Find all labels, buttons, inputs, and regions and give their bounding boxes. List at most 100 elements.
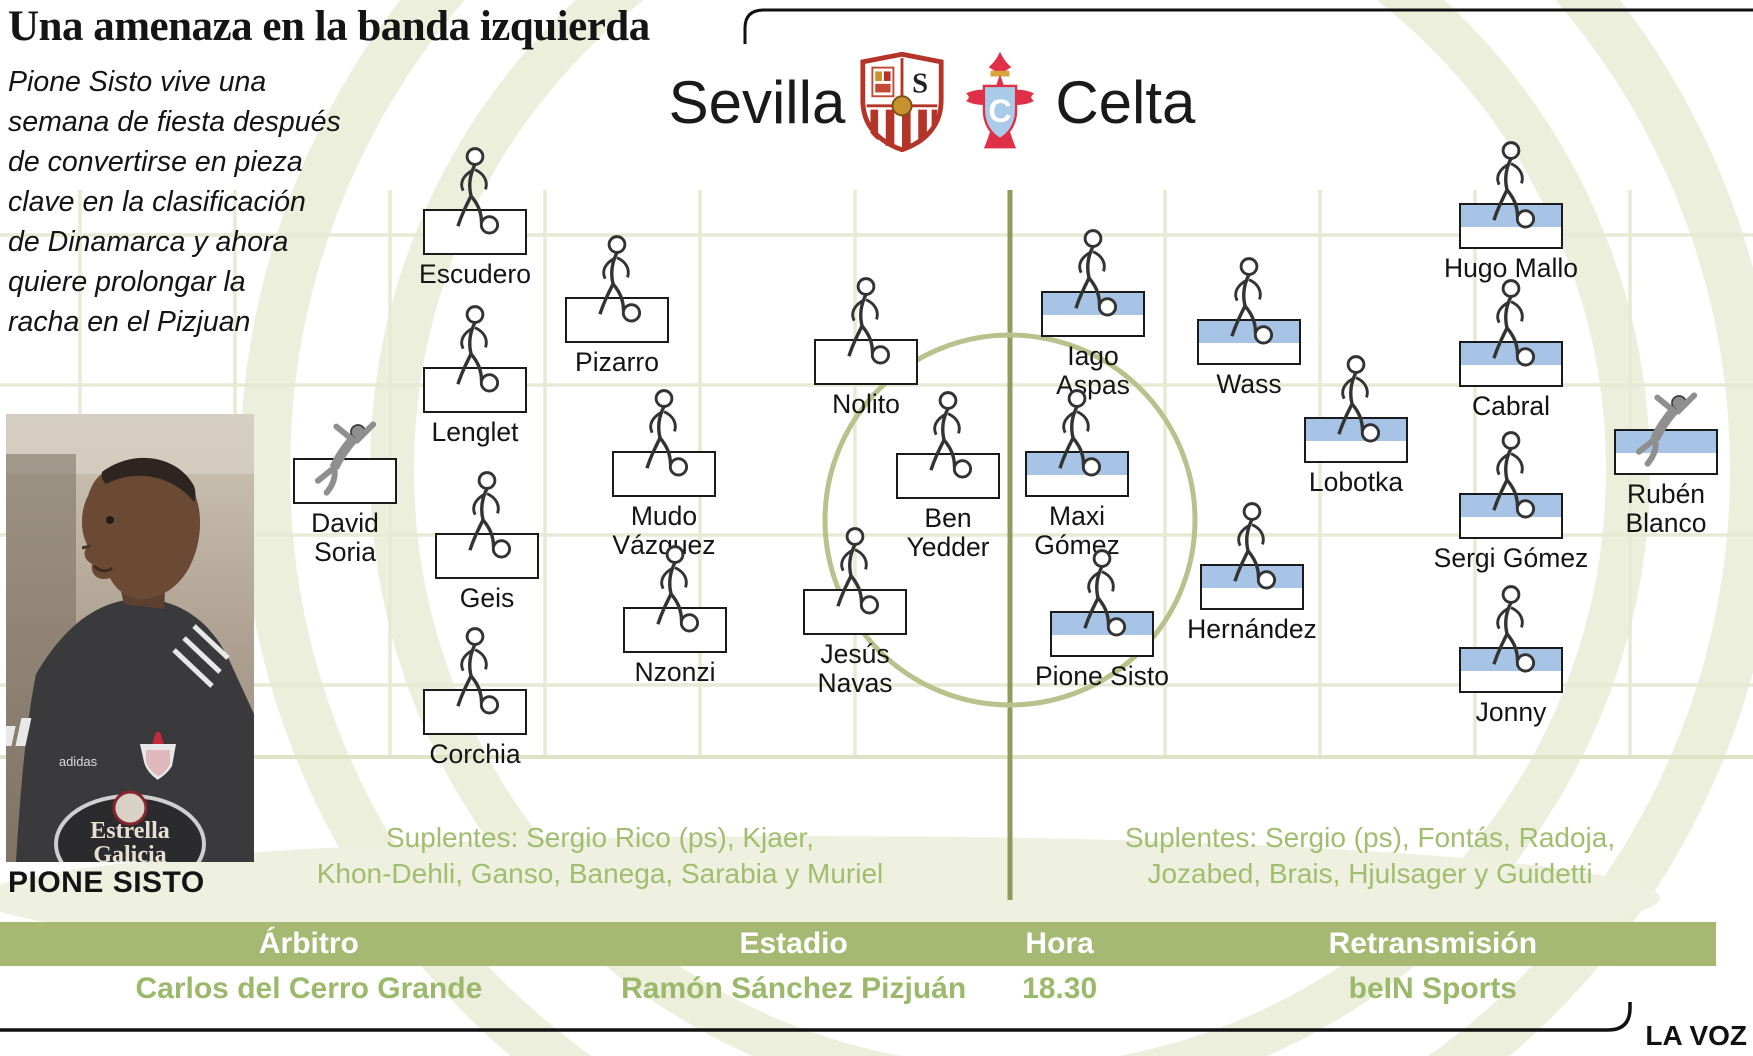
player-figure-icon [836,526,880,615]
info-value-hora: 18.30 [1022,972,1098,1005]
sevilla-subs-line2: Khon-Dehli, Ganso, Banega, Sarabia y Mur… [316,858,884,889]
shirt-box [1459,647,1563,693]
intro-line: clave en la clasificación [8,186,306,218]
player-name-label: David Soria [311,508,379,567]
player-figure-icon [1074,228,1118,317]
player-name-label: Hernández [1187,614,1317,644]
player-name-label: Mudo Vázquez [612,501,716,560]
player-figure-icon [1058,388,1102,477]
player-name-label: Rubén Blanco [1625,479,1707,538]
intro-line: Pione Sisto vive una [8,66,267,98]
intro-line: racha en el Pizjuan [8,306,251,338]
shirt-box [803,589,907,635]
player-name-label: Ben Yedder [906,503,990,562]
photo-sponsor-line2: Galicia [93,842,166,862]
shirt-box [1459,493,1563,539]
shirt-box [565,297,669,343]
centre-circle [822,332,1198,708]
celta-crest-icon: C [966,51,1035,149]
sevilla-crest-icon: S [860,52,944,152]
sevilla-crest-monogram: S [913,67,929,99]
player-name-label: Jesús Navas [817,639,893,698]
shirt-box [1614,429,1718,475]
photo-shoulder-stripes [172,624,230,688]
shirt-box [293,458,397,504]
info-value-arbitro: Carlos del Cerro Grande [135,972,483,1005]
shirt-box [435,533,539,579]
player-figure-icon [1492,140,1536,229]
info-value-retransmision: beIN Sports [1348,972,1517,1005]
shirt-box [612,451,716,497]
shirt-box [423,209,527,255]
player-figure-icon [1492,278,1536,367]
shirt-box [1041,291,1145,337]
sevilla-subs-line1: Suplentes: Sergio Rico (ps), Kjaer, [386,822,814,853]
page-title: Una amenaza en la banda izquierda [8,3,650,50]
player-figure-icon [456,304,500,393]
player-name-label: Pione Sisto [1034,661,1170,691]
shirt-box [1459,341,1563,387]
player-figure-icon [456,626,500,715]
intro-line: de convertirse en pieza [8,146,303,178]
shirt-box [1025,451,1129,497]
player-figure-icon [1083,548,1127,637]
shirt-box [623,607,727,653]
info-header-retransmision: Retransmisión [1328,927,1538,960]
shirt-box [1197,319,1301,365]
photo-hair [101,457,196,502]
shirt-box [1459,203,1563,249]
player-figure-icon [1233,501,1277,590]
player-name-label: Escudero [419,259,531,289]
celta-subs-line2: Jozabed, Brais, Hjulsager y Guidetti [1147,858,1593,889]
player-figure-icon [598,234,642,323]
match-info-header-row: Árbitro Estadio Hora Retransmisión [0,922,1716,966]
player-name-label: Lobotka [1308,467,1404,497]
photo-shirt [16,598,254,862]
player-figure-icon [456,146,500,235]
player-name-label: Wass [1216,369,1282,399]
player-name-label: Hugo Mallo [1443,253,1579,283]
photo-face [82,460,201,600]
shirt-box [423,367,527,413]
player-figure-icon [1492,430,1536,519]
shirt-box [896,453,1000,499]
player-figure-icon [1230,256,1274,345]
shirt-box [423,689,527,735]
shirt-box [1304,417,1408,463]
goalkeeper-figure-icon [1616,390,1716,468]
shirt-box [1200,564,1304,610]
player-figure-icon [468,470,512,559]
sevilla-crest-ball [891,95,913,117]
photo-brand-text: adidas [59,754,98,769]
info-header-hora: Hora [1025,927,1094,960]
sevilla-substitutes: Suplentes: Sergio Rico (ps), Kjaer, Khon… [300,820,900,892]
sevilla-crest-castle-quarter [871,66,895,98]
player-figure-icon [1492,584,1536,673]
player-name-label: Geis [459,583,515,613]
shirt-box [814,339,918,385]
match-info-value-row: Carlos del Cerro Grande Ramón Sánchez Piz… [0,966,1716,1012]
photo-shirt-crest [140,732,176,780]
info-header-estadio: Estadio [739,927,848,960]
player-name-label: Lenglet [431,417,519,447]
photo-caption: PIONE SISTO [8,866,205,899]
player-name-label: Corchia [429,739,521,769]
intro-line: quiere prolongar la [8,266,246,298]
info-value-estadio: Ramón Sánchez Pizjuán [621,972,967,1005]
pione-sisto-photo: adidas Estrella Galicia [6,414,254,862]
celta-subs-line1: Suplentes: Sergio (ps), Fontás, Radoja, [1124,822,1616,853]
player-figure-icon [1337,354,1381,443]
player-name-label: Jonny [1475,697,1547,727]
player-name-label: Nzonzi [634,657,716,687]
watermark-outer-arc [240,0,1753,1056]
player-figure-icon [929,390,973,479]
photo-brand-logo [6,718,32,746]
player-name-label: Sergi Gómez [1433,543,1589,573]
match-header: Sevilla S [560,51,1304,152]
away-team-name: Celta [1055,68,1196,136]
info-header-arbitro: Árbitro [258,927,359,960]
intro-paragraph: Pione Sisto vive una semana de fiesta de… [8,62,341,342]
player-figure-icon [645,388,689,477]
photo-sponsor-badge: Estrella Galicia [54,790,206,862]
